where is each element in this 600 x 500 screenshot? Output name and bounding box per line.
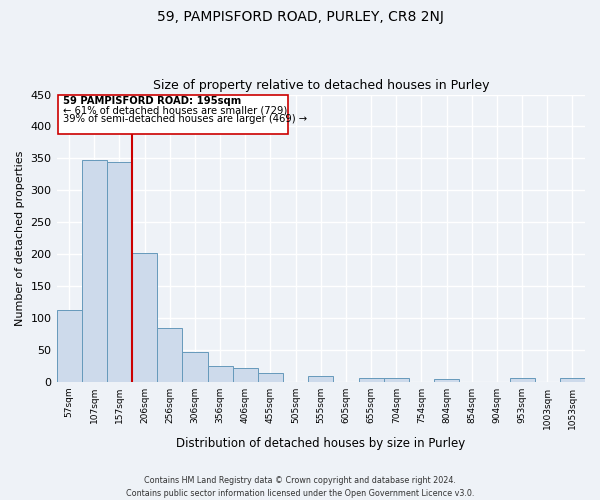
Text: Contains HM Land Registry data © Crown copyright and database right 2024.
Contai: Contains HM Land Registry data © Crown c… <box>126 476 474 498</box>
Title: Size of property relative to detached houses in Purley: Size of property relative to detached ho… <box>152 79 489 92</box>
Y-axis label: Number of detached properties: Number of detached properties <box>15 150 25 326</box>
Bar <box>308 376 334 382</box>
Bar <box>359 378 383 382</box>
Bar <box>560 378 585 382</box>
Text: ← 61% of detached houses are smaller (729): ← 61% of detached houses are smaller (72… <box>63 106 287 116</box>
Bar <box>509 378 535 382</box>
Bar <box>233 368 258 382</box>
Bar <box>107 162 132 382</box>
Bar <box>56 310 82 382</box>
Bar <box>258 374 283 382</box>
Bar <box>132 253 157 382</box>
Text: 39% of semi-detached houses are larger (469) →: 39% of semi-detached houses are larger (… <box>63 114 307 124</box>
FancyBboxPatch shape <box>58 94 288 134</box>
X-axis label: Distribution of detached houses by size in Purley: Distribution of detached houses by size … <box>176 437 466 450</box>
Text: 59, PAMPISFORD ROAD, PURLEY, CR8 2NJ: 59, PAMPISFORD ROAD, PURLEY, CR8 2NJ <box>157 10 443 24</box>
Bar <box>434 379 459 382</box>
Bar <box>383 378 409 382</box>
Bar <box>82 160 107 382</box>
Bar <box>182 352 208 382</box>
Bar <box>157 328 182 382</box>
Text: 59 PAMPISFORD ROAD: 195sqm: 59 PAMPISFORD ROAD: 195sqm <box>63 96 241 106</box>
Bar <box>208 366 233 382</box>
